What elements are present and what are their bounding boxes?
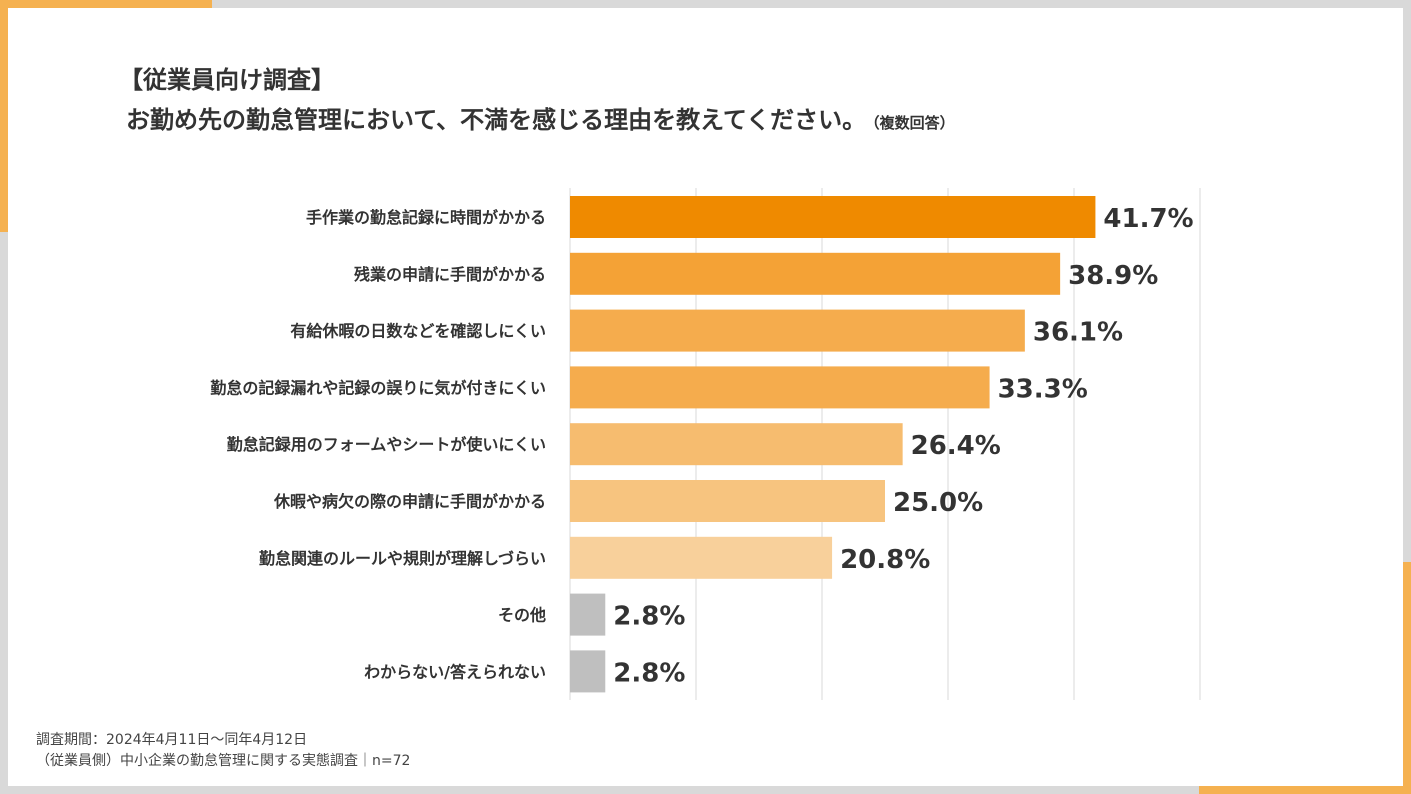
- question-title: お勤め先の勤怠管理において、不満を感じる理由を教えてください。 （複数回答）: [126, 100, 955, 135]
- bar: [570, 252, 1061, 295]
- value-label: 33.3%: [998, 374, 1088, 404]
- value-label: 2.8%: [613, 658, 685, 688]
- question-text: お勤め先の勤怠管理において、不満を感じる理由を教えてください。: [126, 106, 867, 134]
- bar: [570, 593, 606, 636]
- value-label: 38.9%: [1068, 261, 1158, 291]
- category-label: 残業の申請に手間がかかる: [354, 265, 546, 284]
- value-label: 20.8%: [840, 545, 930, 575]
- footer: 調査期間：2024年4月11日～同年4月12日 （従業員側）中小企業の勤怠管理に…: [36, 730, 410, 772]
- value-label: 36.1%: [1033, 318, 1123, 348]
- value-label: 25.0%: [893, 488, 983, 518]
- category-label: 休暇や病欠の際の申請に手間がかかる: [273, 492, 546, 511]
- bar: [570, 536, 833, 579]
- bar: [570, 480, 885, 522]
- category-label: 有給休暇の日数などを確認しにくい: [290, 322, 546, 341]
- survey-source: （従業員側）中小企業の勤怠管理に関する実態調査｜n=72: [36, 753, 411, 769]
- bar: [570, 423, 903, 466]
- survey-heading: 【従業員向け調査】: [119, 66, 335, 94]
- multiple-answer-note: （複数回答）: [872, 114, 955, 132]
- category-label: わからない/答えられない: [364, 662, 546, 681]
- category-label: 勤怠記録用のフォームやシートが使いにくい: [227, 435, 546, 454]
- value-label: 41.7%: [1103, 204, 1193, 234]
- value-label: 26.4%: [911, 431, 1001, 461]
- category-label: 勤怠の記録漏れや記録の誤りに気が付きにくい: [210, 378, 546, 397]
- bar: [570, 366, 990, 409]
- category-label: 手作業の勤怠記録に時間がかかる: [306, 208, 546, 227]
- bar: [570, 196, 1096, 238]
- survey-period: 調査期間：2024年4月11日～同年4月12日: [36, 732, 308, 748]
- category-label: 勤怠関連のルールや規則が理解しづらい: [259, 549, 546, 568]
- bar: [570, 309, 1025, 352]
- value-label: 2.8%: [613, 602, 685, 632]
- bar: [570, 650, 606, 693]
- category-label: その他: [498, 606, 546, 625]
